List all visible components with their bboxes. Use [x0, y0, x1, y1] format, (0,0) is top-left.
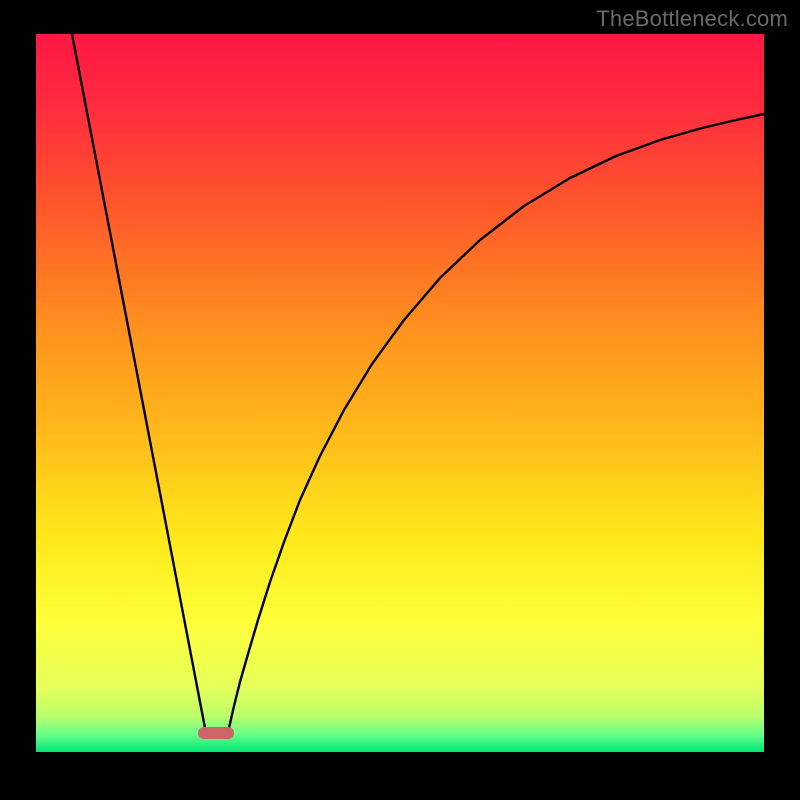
watermark-text: TheBottleneck.com	[596, 6, 788, 32]
chart-frame: TheBottleneck.com	[0, 0, 800, 800]
bottleneck-curve	[72, 34, 764, 728]
curve-svg	[36, 34, 764, 752]
plot-area	[36, 34, 764, 752]
valley-marker	[198, 727, 234, 739]
